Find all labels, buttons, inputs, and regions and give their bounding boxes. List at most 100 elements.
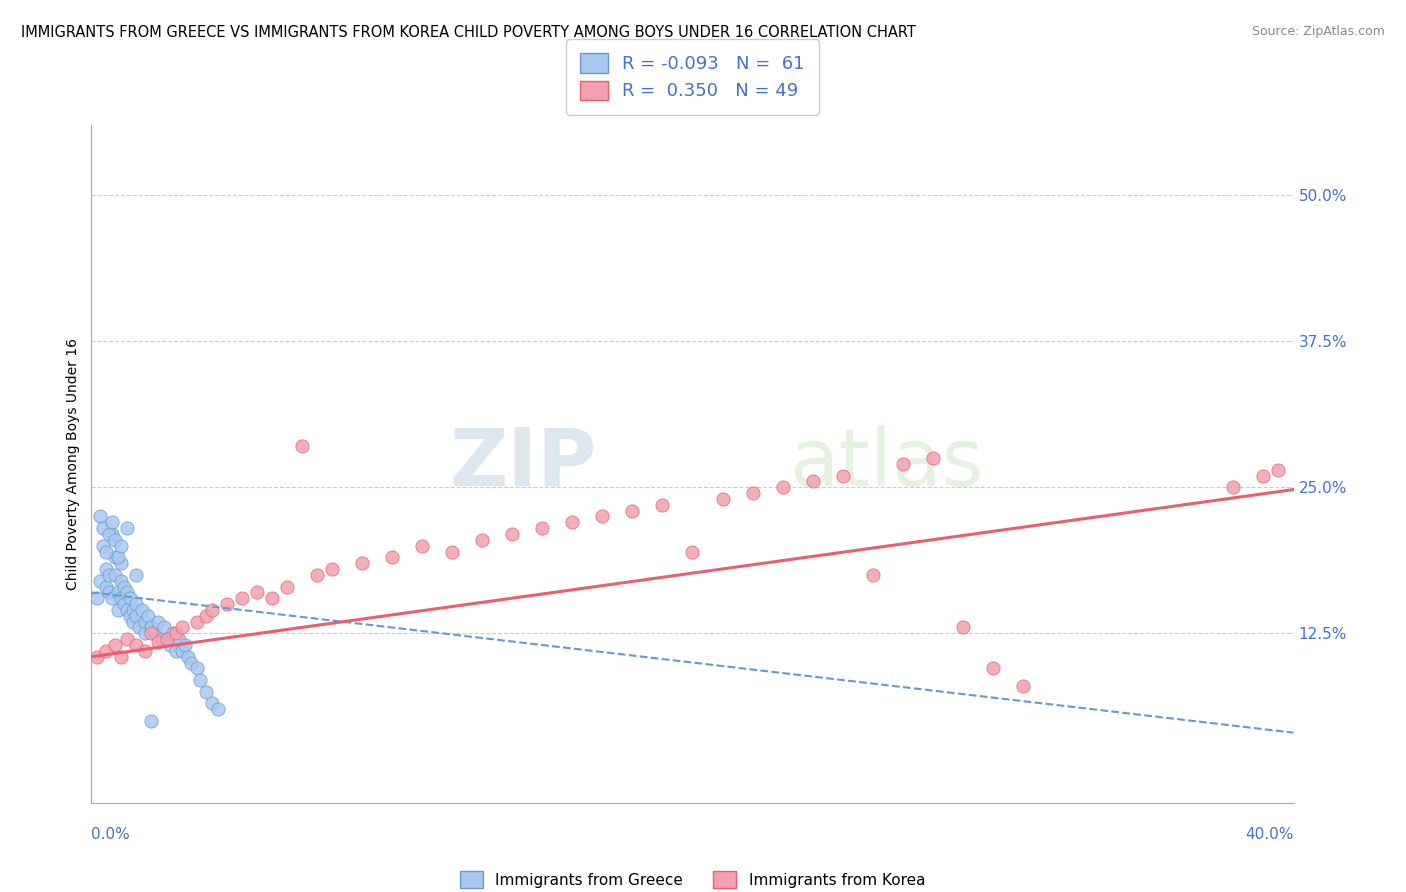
Point (120, 608, 142, 623)
Point (96, 544, 118, 558)
Point (207, 702, 229, 716)
Point (159, 638, 181, 652)
Point (186, 661, 208, 675)
Point (591, 509, 613, 524)
Point (246, 585, 269, 599)
Point (143, 626, 166, 640)
Point (621, 503, 644, 517)
Point (176, 649, 198, 664)
Point (681, 544, 703, 558)
Point (561, 516, 583, 530)
Point (155, 632, 177, 647)
Point (110, 539, 132, 553)
Point (125, 597, 148, 611)
Point (86, 591, 108, 606)
Point (1222, 480, 1244, 494)
Point (201, 697, 224, 711)
Point (141, 626, 163, 640)
Point (173, 638, 195, 652)
Point (125, 638, 148, 652)
Point (350, 556, 373, 570)
Point (146, 615, 169, 629)
Point (110, 591, 132, 606)
Point (831, 468, 853, 483)
Point (131, 603, 153, 617)
Point (291, 439, 314, 453)
Point (952, 620, 974, 634)
Point (117, 521, 139, 535)
Point (305, 567, 328, 582)
Point (651, 498, 673, 512)
Point (165, 644, 187, 658)
Point (93, 521, 115, 535)
Point (981, 661, 1004, 675)
Point (110, 649, 132, 664)
Point (122, 603, 145, 617)
Point (531, 521, 554, 535)
Point (101, 527, 124, 541)
Text: atlas: atlas (789, 425, 983, 503)
Point (276, 580, 298, 594)
Point (114, 580, 136, 594)
Point (194, 685, 217, 699)
Point (125, 608, 148, 623)
Point (801, 475, 824, 489)
Point (114, 597, 136, 611)
Point (141, 620, 163, 634)
Point (501, 527, 523, 541)
Point (180, 656, 202, 670)
Point (141, 714, 163, 728)
Point (231, 591, 253, 606)
Point (170, 644, 193, 658)
Point (98, 585, 121, 599)
Point (104, 533, 127, 547)
Point (146, 634, 169, 648)
Text: 0.0%: 0.0% (91, 827, 131, 841)
Point (104, 638, 127, 652)
Point (1012, 679, 1035, 693)
Point (117, 632, 139, 647)
Point (98, 567, 121, 582)
Point (862, 567, 884, 582)
Point (1253, 468, 1275, 483)
Point (96, 562, 118, 576)
Point (162, 626, 184, 640)
Point (170, 620, 193, 634)
Point (188, 673, 211, 687)
Point (891, 457, 914, 471)
Text: ZIP: ZIP (449, 425, 596, 503)
Point (411, 539, 433, 553)
Point (321, 562, 343, 576)
Text: IMMIGRANTS FROM GREECE VS IMMIGRANTS FROM KOREA CHILD POVERTY AMONG BOYS UNDER 1: IMMIGRANTS FROM GREECE VS IMMIGRANTS FRO… (21, 25, 915, 40)
Point (134, 626, 156, 640)
Point (107, 585, 129, 599)
Point (381, 550, 404, 565)
Point (134, 644, 156, 658)
Legend: Immigrants from Greece, Immigrants from Korea: Immigrants from Greece, Immigrants from … (447, 859, 938, 892)
Point (122, 615, 145, 629)
Point (711, 491, 734, 506)
Point (922, 450, 945, 465)
Point (101, 591, 124, 606)
Point (741, 486, 763, 500)
Point (201, 603, 224, 617)
Point (117, 585, 139, 599)
Point (117, 603, 139, 617)
Point (120, 591, 142, 606)
Point (215, 597, 238, 611)
Point (155, 632, 177, 647)
Point (260, 591, 283, 606)
Point (110, 556, 132, 570)
Point (104, 567, 127, 582)
Point (138, 608, 160, 623)
Point (107, 603, 129, 617)
Point (772, 480, 794, 494)
Text: Source: ZipAtlas.com: Source: ZipAtlas.com (1251, 25, 1385, 38)
Point (98, 527, 121, 541)
Point (101, 516, 124, 530)
Point (167, 632, 190, 647)
Point (128, 620, 150, 634)
Point (134, 615, 156, 629)
Point (165, 626, 187, 640)
Point (194, 608, 217, 623)
